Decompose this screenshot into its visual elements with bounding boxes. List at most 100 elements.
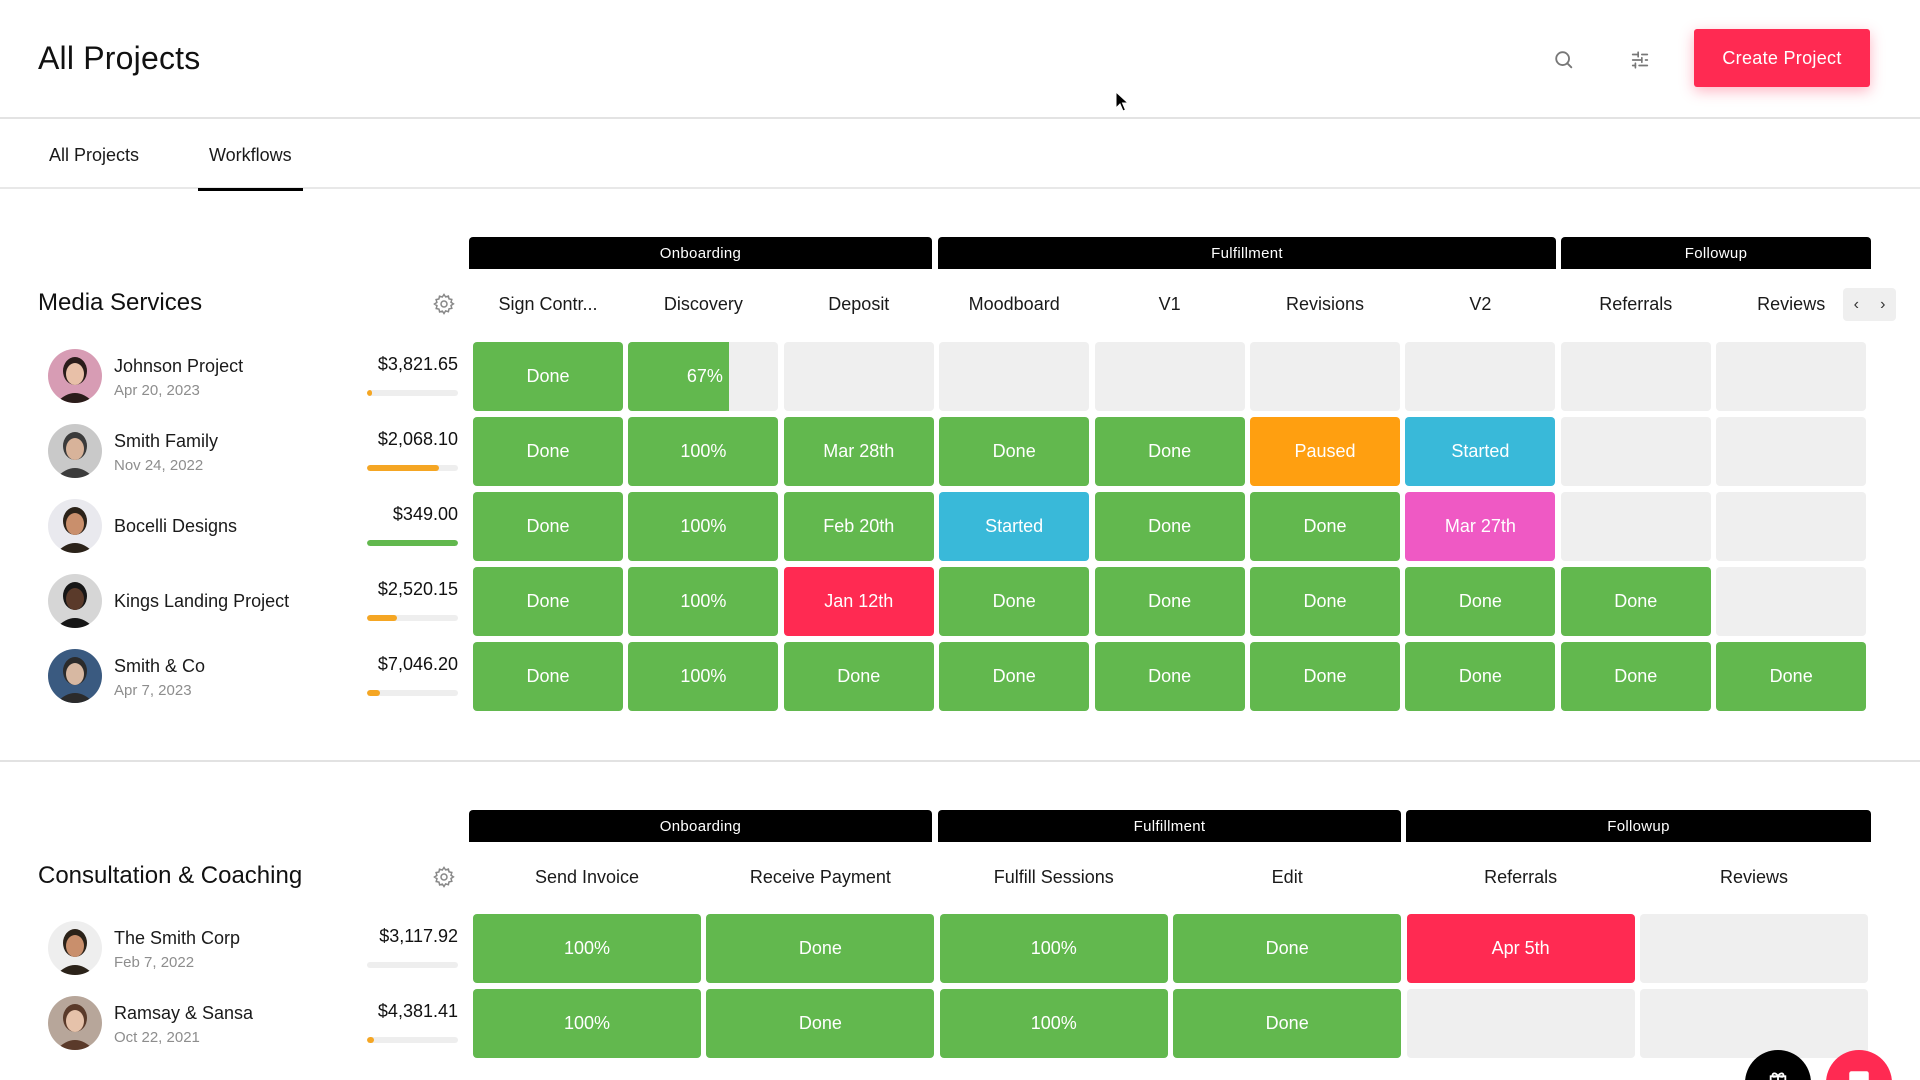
status-cell-sign-contr-done[interactable]: Done [473,417,623,486]
status-cell-sign-contr-done[interactable]: Done [473,642,623,711]
client-name[interactable]: Smith Family [114,431,219,451]
scroll-left-button[interactable]: ‹ [1853,295,1859,313]
status-label: Done [1303,516,1347,536]
status-cell-edit-done[interactable]: Done [1173,914,1402,983]
status-cell-v1-done[interactable]: Done [1094,642,1245,711]
tab-all-projects[interactable]: All Projects [49,144,140,165]
status-cell-revisions-done[interactable]: Done [1250,567,1400,636]
status-cell-revisions-empty[interactable] [1250,342,1400,411]
client-name[interactable]: Johnson Project [114,356,244,376]
client-row-smith-family[interactable]: Smith Family Nov 24, 2022 $2,068.10 [48,417,458,486]
status-label: Done [992,441,1036,461]
status-cell-edit-done[interactable]: Done [1173,989,1402,1058]
gear-icon[interactable] [432,865,456,889]
status-cell-moodboard-empty[interactable] [939,342,1090,411]
filter-button[interactable] [1624,44,1656,76]
client-name[interactable]: Ramsay & Sansa [114,1003,254,1023]
status-cell-v2-empty[interactable] [1405,342,1556,411]
status-cell-referrals-done[interactable]: Done [1560,567,1711,636]
status-cell-send-invoice-done[interactable]: 100% [473,914,701,983]
client-row-smith-co[interactable]: Smith & Co Apr 7, 2023 $7,046.20 [48,642,458,711]
gear-icon[interactable] [432,292,456,316]
status-cell-v2-started[interactable]: Started [1405,417,1556,486]
status-cell-referrals-overdue[interactable]: Apr 5th [1406,914,1635,983]
status-cell-sign-contr-done[interactable]: Done [473,492,623,561]
status-cell-v2-done[interactable]: Done [1405,567,1556,636]
payment-progress-bar [367,1037,458,1043]
create-project-button[interactable]: Create Project [1694,29,1870,87]
status-cell-referrals-empty[interactable] [1560,342,1711,411]
avatar [48,921,102,975]
status-cell-deposit-done[interactable]: Feb 20th [783,492,934,561]
status-cell-revisions-paused[interactable]: Paused [1250,417,1400,486]
status-cell-moodboard-done[interactable]: Done [939,642,1090,711]
status-cell-fulfill-sessions-done[interactable]: 100% [939,989,1168,1058]
payment-progress-bar [367,465,458,471]
status-cell-reviews-empty[interactable] [1716,342,1867,411]
client-row-johnson-project[interactable]: Johnson Project Apr 20, 2023 $3,821.65 [48,342,458,411]
status-cell-reviews-empty[interactable] [1640,914,1868,983]
status-cell-v1-done[interactable]: Done [1094,492,1245,561]
client-row-the-smith-corp[interactable]: The Smith Corp Feb 7, 2022 $3,117.92 [48,914,458,983]
status-cell-discovery-done[interactable]: 100% [628,417,779,486]
payment-progress-bar [367,690,458,696]
status-cell-v1-done[interactable]: Done [1094,417,1245,486]
status-cell-revisions-done[interactable]: Done [1250,642,1400,711]
status-cell-revisions-done[interactable]: Done [1250,492,1400,561]
client-row-kings-landing-project[interactable]: Kings Landing Project $2,520.15 [48,567,458,636]
status-cell-reviews-empty[interactable] [1716,567,1867,636]
status-cell-discovery-done[interactable]: 100% [628,492,779,561]
status-cell-deposit-done[interactable]: Done [783,642,934,711]
status-cell-send-invoice-done[interactable]: 100% [473,989,701,1058]
status-cell-referrals-empty[interactable] [1560,492,1711,561]
status-cell-reviews-done[interactable]: Done [1716,642,1867,711]
partial-progress-label: 67% [628,342,729,411]
status-cell-deposit-overdue[interactable]: Jan 12th [783,567,934,636]
column-header-revisions: Revisions [1285,293,1365,314]
client-row-bocelli-designs[interactable]: Bocelli Designs $349.00 [48,492,458,561]
status-cell-receive-payment-done[interactable]: Done [706,914,935,983]
status-cell-v1-empty[interactable] [1094,342,1245,411]
chat-button[interactable] [1826,1050,1892,1080]
client-name[interactable]: Smith & Co [114,656,206,676]
client-name[interactable]: Bocelli Designs [114,516,238,536]
client-name[interactable]: The Smith Corp [114,928,241,948]
status-cell-discovery-partial[interactable]: 67% [628,342,779,411]
status-cell-v1-done[interactable]: Done [1094,567,1245,636]
status-cell-referrals-done[interactable]: Done [1560,642,1711,711]
status-cell-sign-contr-done[interactable]: Done [473,567,623,636]
status-cell-moodboard-started[interactable]: Started [939,492,1090,561]
client-name[interactable]: Kings Landing Project [114,591,290,611]
status-cell-v2-done[interactable]: Done [1405,642,1556,711]
status-cell-reviews-empty[interactable] [1640,989,1868,1058]
status-cell-discovery-done[interactable]: 100% [628,642,779,711]
status-cell-receive-payment-done[interactable]: Done [706,989,935,1058]
status-label: 100% [680,666,727,686]
status-label: 100% [1030,1013,1077,1033]
status-cell-reviews-empty[interactable] [1716,492,1867,561]
status-cell-deposit-empty[interactable] [783,342,934,411]
status-cell-sign-contr-done[interactable]: Done [473,342,623,411]
section-divider [0,760,1920,762]
status-label: 100% [680,441,727,461]
status-label: Done [1265,1013,1309,1033]
client-amount: $2,068.10 [377,429,458,449]
status-cell-referrals-empty[interactable] [1560,417,1711,486]
status-cell-deposit-done[interactable]: Mar 28th [783,417,934,486]
status-cell-moodboard-done[interactable]: Done [939,567,1090,636]
client-row-ramsay-sansa[interactable]: Ramsay & Sansa Oct 22, 2021 $4,381.41 [48,989,458,1058]
tab-workflows[interactable]: Workflows [198,121,303,191]
avatar [48,349,102,403]
status-cell-discovery-done[interactable]: 100% [628,567,779,636]
status-cell-referrals-empty[interactable] [1406,989,1635,1058]
status-cell-reviews-empty[interactable] [1716,417,1867,486]
section-title: Media Services [38,289,203,316]
status-cell-v2-scheduled_pink[interactable]: Mar 27th [1405,492,1556,561]
page-title: All Projects [38,40,201,76]
status-cell-moodboard-done[interactable]: Done [939,417,1090,486]
scroll-right-button[interactable]: › [1880,295,1886,313]
filter-sliders-icon [1631,51,1649,69]
search-button[interactable] [1548,44,1580,76]
status-cell-fulfill-sessions-done[interactable]: 100% [939,914,1168,983]
column-header-edit: Edit [1271,866,1303,887]
